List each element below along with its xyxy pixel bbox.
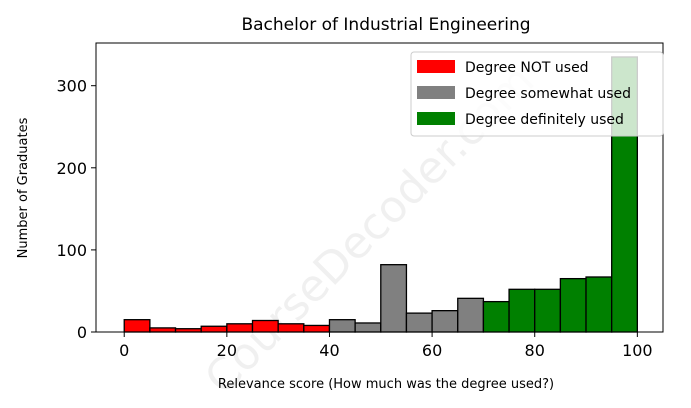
plot-frame <box>95 42 664 333</box>
legend: Degree NOT used Degree somewhat used Degre… <box>410 51 664 137</box>
y-tick-label: 300 <box>56 77 87 96</box>
y-tick-label: 100 <box>56 241 87 260</box>
y-tick-label: 200 <box>56 159 87 178</box>
chart-title: Bachelor of Industrial Engineering <box>241 15 530 35</box>
legend-label: Degree NOT used <box>465 60 589 76</box>
y-axis-label: Number of Graduates <box>16 117 31 258</box>
histogram-bar-0 <box>123 319 151 333</box>
x-tick-label: 0 <box>119 341 129 360</box>
bars-group <box>123 56 638 333</box>
histogram-bar-60 <box>431 310 459 333</box>
legend-swatch <box>417 60 455 73</box>
y-tick-label: 0 <box>77 323 87 342</box>
histogram-bar-5 <box>149 327 177 333</box>
x-tick-label: 100 <box>622 341 653 360</box>
histogram-bar-70 <box>482 300 510 333</box>
histogram-bar-25 <box>251 319 279 333</box>
histogram-bar-50 <box>380 264 408 333</box>
histogram-bar-75 <box>508 288 536 333</box>
legend-box <box>410 51 664 137</box>
legend-label: Degree somewhat used <box>465 86 631 102</box>
legend-label: Degree definitely used <box>465 112 624 128</box>
x-tick-label: 80 <box>525 341 545 360</box>
histogram-bar-65 <box>457 297 485 333</box>
histogram-bar-45 <box>354 322 382 333</box>
histogram-bar-85 <box>559 277 587 333</box>
x-tick-label: 20 <box>217 341 237 360</box>
histogram-bar-40 <box>328 319 356 333</box>
histogram-bar-15 <box>200 325 228 333</box>
histogram-bar-30 <box>277 323 305 333</box>
x-tick-label: 60 <box>422 341 442 360</box>
legend-swatch <box>417 112 455 125</box>
histogram-bar-20 <box>226 323 254 333</box>
y-axis: 0 100 200 300 <box>56 77 96 342</box>
histogram-bar-35 <box>303 324 331 333</box>
legend-swatch <box>417 86 455 99</box>
x-axis: 0 20 40 60 80 100 <box>119 332 653 360</box>
x-tick-label: 40 <box>319 341 339 360</box>
x-axis-label: Relevance score (How much was the degree… <box>218 377 554 392</box>
histogram-bar-90 <box>585 276 613 333</box>
histogram-bar-80 <box>534 288 562 333</box>
histogram-bar-55 <box>405 312 433 333</box>
